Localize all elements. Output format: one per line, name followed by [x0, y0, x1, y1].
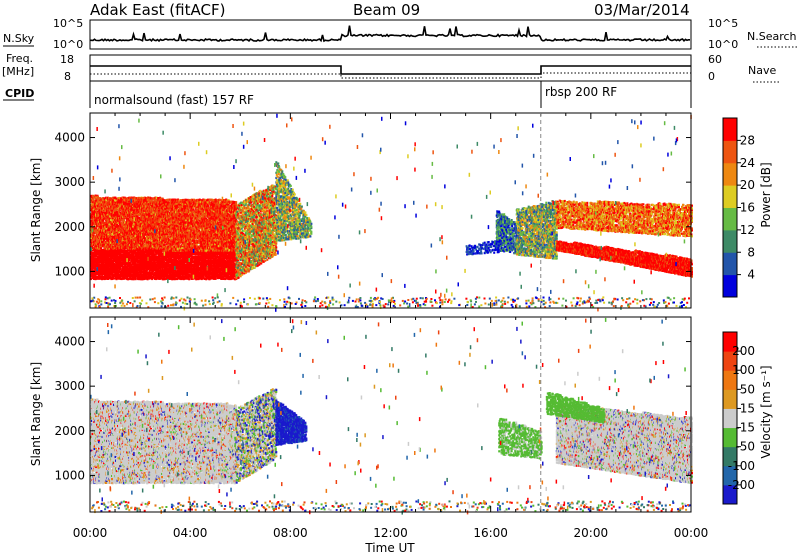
- colorbar-swatch: [723, 252, 737, 275]
- colorbar-swatch: [723, 230, 737, 253]
- power-scatter: [90, 114, 693, 312]
- cpid-label: CPID: [5, 87, 34, 100]
- power-colorbar-tick: 24: [740, 156, 755, 170]
- power-ylabel: Slant Range [km]: [29, 158, 43, 262]
- x-tick-label: 08:00: [273, 526, 308, 540]
- colorbar-swatch: [723, 118, 737, 141]
- nsearch-tick-bottom: 10^0: [708, 38, 738, 51]
- beam-title: Beam 09: [353, 1, 420, 19]
- velocity-colorbar-tick: -50: [735, 440, 755, 454]
- velocity-panel: 1000 2000 3000 4000 Slant Range [km] 200 100…: [29, 317, 773, 515]
- radar-summary-figure: Adak East (fitACF) Beam 09 03/Mar/2014 N…: [0, 0, 800, 554]
- power-colorbar-tick: 20: [740, 178, 755, 192]
- power-colorbar-tick: 16: [740, 201, 755, 215]
- freq-label-line2: [MHz]: [2, 65, 34, 78]
- nsky-tick-bottom: 10^0: [53, 38, 83, 51]
- x-tick-label: 20:00: [574, 526, 609, 540]
- freq-tick-top: 18: [60, 53, 74, 66]
- colorbar-swatch: [723, 275, 737, 298]
- power-ytick-label: 3000: [54, 175, 85, 189]
- x-tick-label: 16:00: [473, 526, 508, 540]
- nsearch-tick-top: 10^5: [708, 17, 738, 30]
- power-colorbar: 4 8 12 16 20 24 28: [723, 118, 755, 298]
- velocity-scatter: [90, 318, 693, 515]
- nsky-trace: [90, 26, 690, 41]
- cpid-strip: CPID normalsound (fast) 157 RF rbsp 200 …: [3, 81, 691, 108]
- power-colorbar-tick: 8: [747, 245, 755, 259]
- power-colorbar-tick: 28: [740, 133, 755, 147]
- power-colorbar-tick: 4: [747, 268, 755, 282]
- x-tick-label: 04:00: [173, 526, 208, 540]
- velocity-colorbar-tick: 50: [740, 382, 755, 396]
- nsky-strip: N.Sky 10^5 10^0 10^5 10^0 N.Search: [3, 17, 797, 51]
- nave-tick-bottom: 0: [708, 70, 715, 83]
- velocity-colorbar-label: Velocity [m s⁻¹]: [759, 365, 773, 458]
- x-tick-label: 00:00: [73, 526, 108, 540]
- power-ytick-label: 1000: [54, 264, 85, 278]
- x-axis-title: Time UT: [364, 541, 415, 554]
- velocity-colorbar-tick: -100: [728, 459, 755, 473]
- velocity-colorbar-tick: 15: [740, 401, 755, 415]
- velocity-ytick-label: 2000: [54, 424, 85, 438]
- power-ytick-label: 2000: [54, 220, 85, 234]
- power-colorbar-label: Power [dB]: [759, 162, 773, 227]
- velocity-colorbar-tick: 200: [732, 344, 755, 358]
- freq-tick-bottom: 8: [64, 70, 71, 83]
- power-ytick-label: 4000: [54, 131, 85, 145]
- nsky-tick-top: 10^5: [53, 17, 83, 30]
- cpid-segment-1-label: rbsp 200 RF: [545, 85, 617, 99]
- velocity-colorbar: 200 100 50 15 -15 -50 -100 -200: [723, 332, 755, 505]
- colorbar-swatch: [723, 389, 737, 409]
- station-title: Adak East (fitACF): [90, 1, 225, 19]
- time-axis-labels: 00:00 04:00 08:00 12:00 16:00 20:00 00:00: [73, 526, 709, 540]
- colorbar-swatch: [723, 163, 737, 186]
- colorbar-swatch: [723, 140, 737, 163]
- cpid-segment-0-label: normalsound (fast) 157 RF: [94, 93, 254, 107]
- freq-strip: Freq. [MHz] 18 8 60 0 Nave: [2, 52, 780, 83]
- velocity-colorbar-tick: -200: [728, 478, 755, 492]
- date-title: 03/Mar/2014: [594, 1, 690, 19]
- nave-tick-top: 60: [708, 53, 722, 66]
- nave-label: Nave: [748, 64, 776, 77]
- nsky-label: N.Sky: [3, 32, 35, 45]
- colorbar-swatch: [723, 208, 737, 231]
- velocity-colorbar-tick: -15: [735, 421, 755, 435]
- velocity-ytick-label: 3000: [54, 379, 85, 393]
- power-panel: 1000 2000 3000 4000 Slant Range [km] 4 8 12 16…: [29, 113, 773, 312]
- velocity-colorbar-tick: 100: [732, 363, 755, 377]
- power-colorbar-tick: 12: [740, 223, 755, 237]
- x-tick-label: 00:00: [674, 526, 709, 540]
- freq-trace: [90, 66, 691, 74]
- nsearch-label: N.Search: [747, 30, 797, 43]
- velocity-ytick-label: 1000: [54, 468, 85, 482]
- velocity-ylabel: Slant Range [km]: [29, 362, 43, 466]
- colorbar-swatch: [723, 185, 737, 208]
- x-tick-label: 12:00: [373, 526, 408, 540]
- velocity-ytick-label: 4000: [54, 335, 85, 349]
- freq-label-line1: Freq.: [6, 52, 33, 65]
